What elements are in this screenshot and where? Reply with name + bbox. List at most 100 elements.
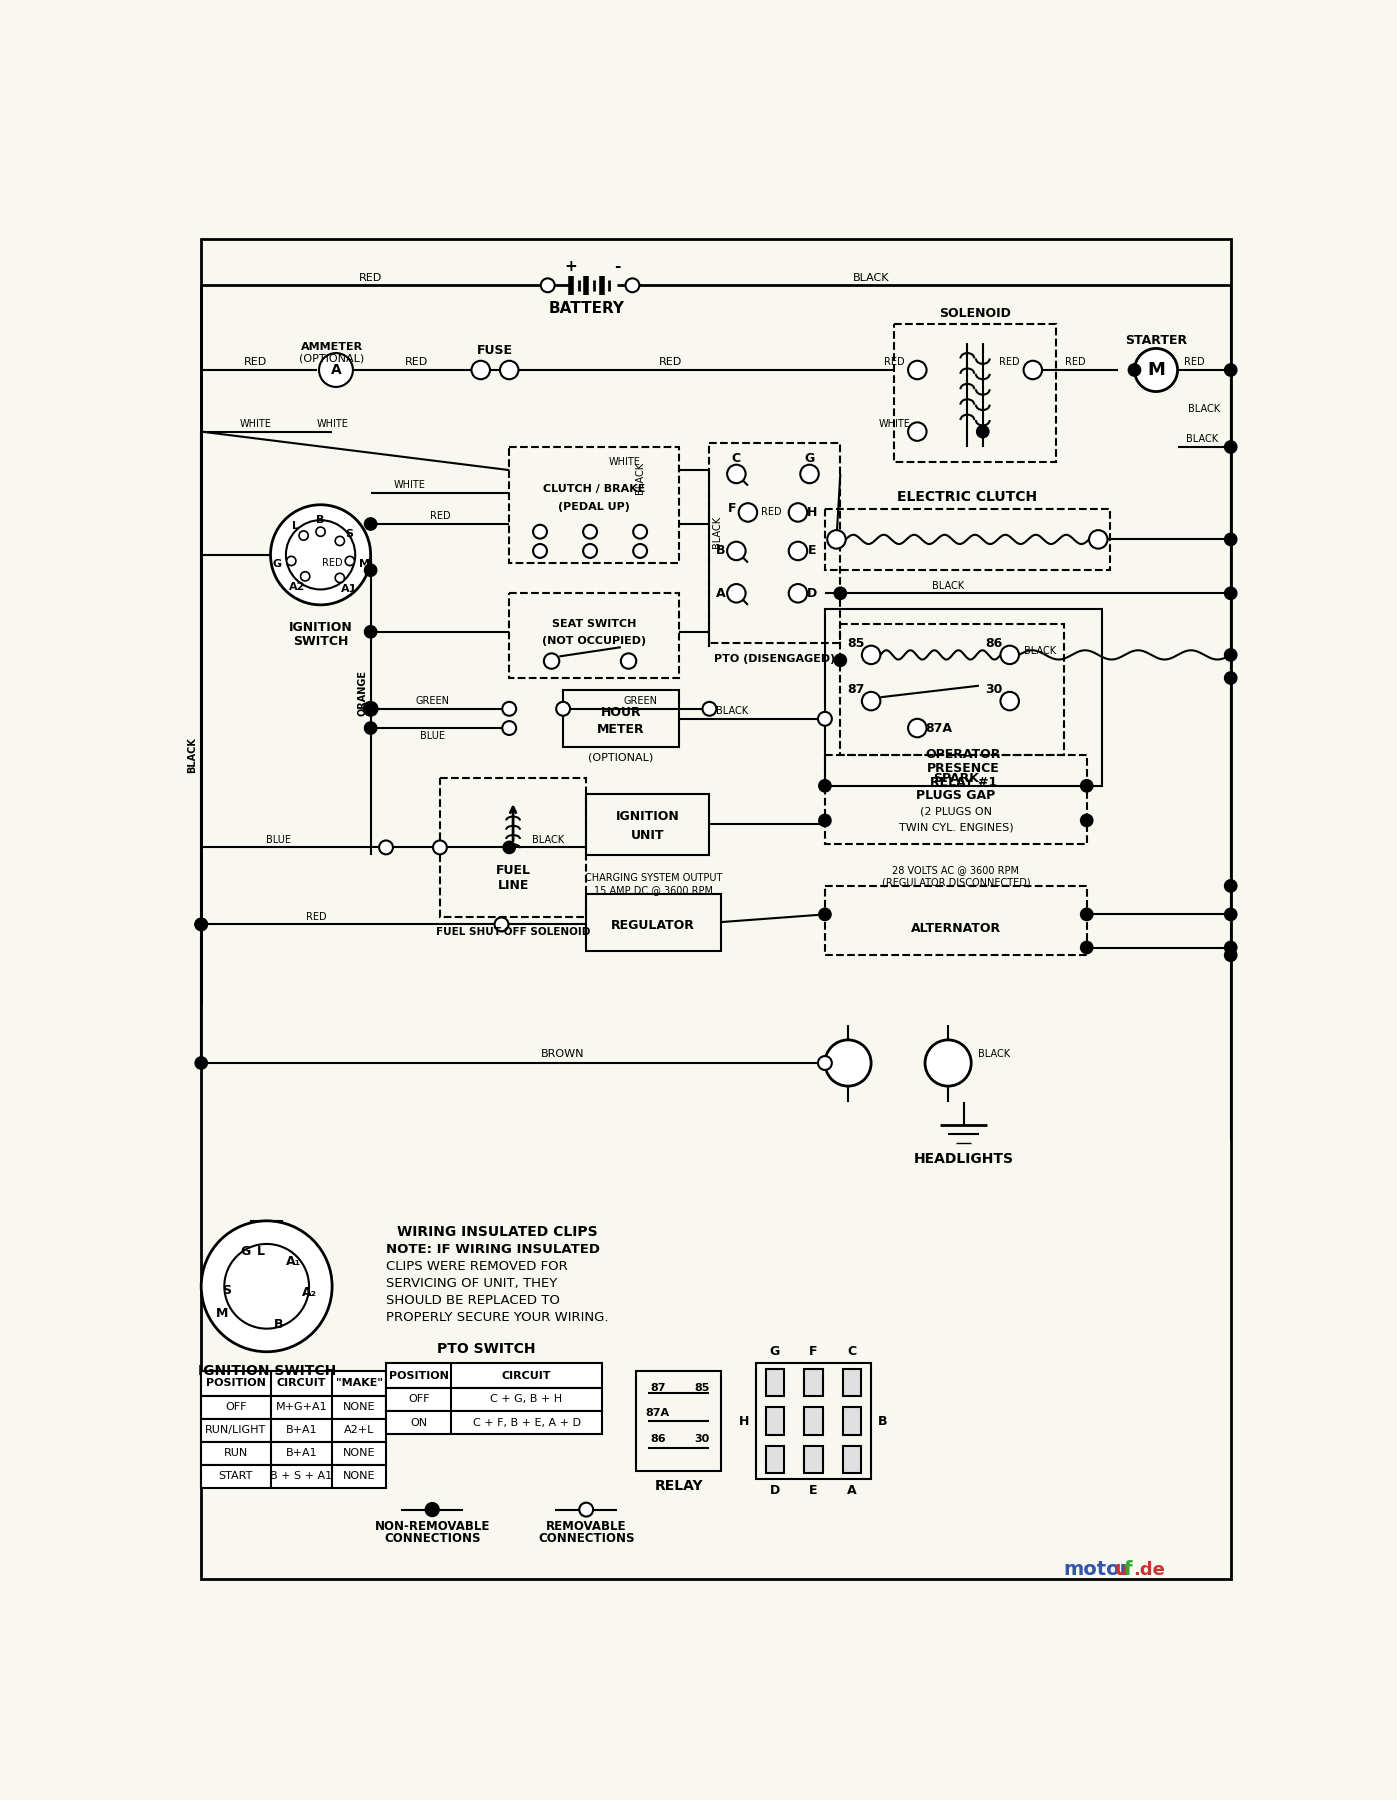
Circle shape bbox=[819, 909, 831, 920]
Text: OFF: OFF bbox=[408, 1395, 429, 1404]
Text: RED: RED bbox=[659, 356, 683, 367]
Bar bbox=[201, 1418, 386, 1442]
Circle shape bbox=[365, 702, 377, 715]
Text: +: + bbox=[564, 259, 577, 274]
Text: WHITE: WHITE bbox=[879, 419, 911, 428]
Circle shape bbox=[543, 653, 559, 670]
Text: B: B bbox=[877, 1415, 887, 1427]
Text: START: START bbox=[219, 1471, 253, 1481]
Circle shape bbox=[379, 841, 393, 855]
Text: G: G bbox=[805, 452, 814, 464]
Circle shape bbox=[908, 718, 926, 738]
Bar bbox=[386, 1363, 602, 1388]
Text: F: F bbox=[728, 502, 736, 515]
Text: OFF: OFF bbox=[225, 1402, 247, 1413]
Text: NONE: NONE bbox=[342, 1402, 376, 1413]
Bar bbox=[805, 1408, 823, 1435]
Circle shape bbox=[862, 646, 880, 664]
Text: C: C bbox=[848, 1345, 856, 1359]
Text: 86: 86 bbox=[650, 1435, 665, 1444]
Text: GREEN: GREEN bbox=[623, 697, 657, 706]
Text: B: B bbox=[274, 1318, 284, 1332]
Circle shape bbox=[300, 572, 310, 581]
Circle shape bbox=[1225, 949, 1236, 961]
Text: L: L bbox=[292, 520, 299, 531]
Text: G: G bbox=[770, 1345, 780, 1359]
Circle shape bbox=[862, 691, 880, 711]
Text: WHITE: WHITE bbox=[393, 481, 425, 490]
Bar bbox=[842, 1445, 861, 1474]
Text: RELAY: RELAY bbox=[654, 1480, 703, 1494]
Text: CIRCUIT: CIRCUIT bbox=[502, 1370, 552, 1381]
Circle shape bbox=[1134, 349, 1178, 392]
Circle shape bbox=[1225, 533, 1236, 545]
Circle shape bbox=[739, 504, 757, 522]
Bar bbox=[510, 594, 679, 679]
Circle shape bbox=[819, 1057, 831, 1069]
Bar bbox=[766, 1408, 784, 1435]
Circle shape bbox=[789, 583, 807, 603]
Circle shape bbox=[556, 702, 570, 716]
Circle shape bbox=[286, 520, 355, 589]
Circle shape bbox=[1225, 941, 1236, 954]
Bar bbox=[824, 886, 1087, 956]
Circle shape bbox=[225, 1244, 309, 1328]
Circle shape bbox=[365, 722, 377, 734]
Bar bbox=[805, 1445, 823, 1474]
Text: RED: RED bbox=[321, 558, 342, 567]
Bar bbox=[824, 509, 1109, 571]
Bar bbox=[824, 608, 1102, 787]
Text: NOTE: IF WIRING INSULATED: NOTE: IF WIRING INSULATED bbox=[386, 1242, 601, 1256]
Text: CLUTCH / BRAKE: CLUTCH / BRAKE bbox=[542, 484, 645, 495]
Text: PLUGS GAP: PLUGS GAP bbox=[916, 788, 996, 801]
Circle shape bbox=[819, 779, 831, 792]
Circle shape bbox=[703, 702, 717, 716]
Text: E: E bbox=[809, 1483, 817, 1498]
Text: METER: METER bbox=[597, 724, 644, 736]
Text: HOUR: HOUR bbox=[601, 706, 641, 720]
Bar bbox=[805, 1368, 823, 1397]
Text: RED: RED bbox=[1185, 356, 1204, 367]
Circle shape bbox=[583, 526, 597, 538]
Circle shape bbox=[1000, 691, 1018, 711]
Circle shape bbox=[583, 544, 597, 558]
Text: B + S + A1: B + S + A1 bbox=[270, 1471, 332, 1481]
Circle shape bbox=[365, 626, 377, 637]
Circle shape bbox=[196, 918, 207, 931]
Text: A: A bbox=[847, 1483, 856, 1498]
Text: OPERATOR: OPERATOR bbox=[926, 749, 1002, 761]
Text: 87A: 87A bbox=[925, 722, 953, 734]
Circle shape bbox=[789, 542, 807, 560]
Circle shape bbox=[620, 653, 636, 670]
Text: M: M bbox=[359, 560, 370, 569]
Circle shape bbox=[299, 531, 309, 540]
Circle shape bbox=[1080, 941, 1092, 954]
Text: B: B bbox=[717, 544, 725, 558]
Text: POSITION: POSITION bbox=[388, 1370, 448, 1381]
Text: NONE: NONE bbox=[342, 1449, 376, 1458]
Text: STARTER: STARTER bbox=[1125, 335, 1187, 347]
Text: CHARGING SYSTEM OUTPUT: CHARGING SYSTEM OUTPUT bbox=[584, 873, 722, 884]
Text: RED: RED bbox=[999, 356, 1020, 367]
Circle shape bbox=[834, 653, 847, 666]
Text: H: H bbox=[739, 1415, 749, 1427]
Text: RED: RED bbox=[761, 508, 781, 517]
Bar bbox=[841, 625, 1063, 754]
Text: TWIN CYL. ENGINES): TWIN CYL. ENGINES) bbox=[898, 823, 1013, 832]
Circle shape bbox=[726, 583, 746, 603]
Text: SEAT SWITCH: SEAT SWITCH bbox=[552, 619, 636, 628]
Text: SERVICING OF UNIT, THEY: SERVICING OF UNIT, THEY bbox=[386, 1276, 557, 1291]
Circle shape bbox=[503, 841, 515, 853]
Text: WIRING INSULATED CLIPS: WIRING INSULATED CLIPS bbox=[397, 1226, 598, 1240]
Text: WHITE: WHITE bbox=[316, 419, 348, 428]
Text: CIRCUIT: CIRCUIT bbox=[277, 1379, 326, 1388]
Bar bbox=[766, 1445, 784, 1474]
Text: A2: A2 bbox=[289, 581, 306, 592]
Text: PRESENCE: PRESENCE bbox=[928, 763, 1000, 776]
Circle shape bbox=[316, 527, 326, 536]
Text: D: D bbox=[806, 587, 817, 599]
Text: 87A: 87A bbox=[645, 1408, 671, 1418]
Text: A: A bbox=[331, 364, 341, 376]
Circle shape bbox=[1225, 671, 1236, 684]
Text: SWITCH: SWITCH bbox=[293, 635, 348, 648]
